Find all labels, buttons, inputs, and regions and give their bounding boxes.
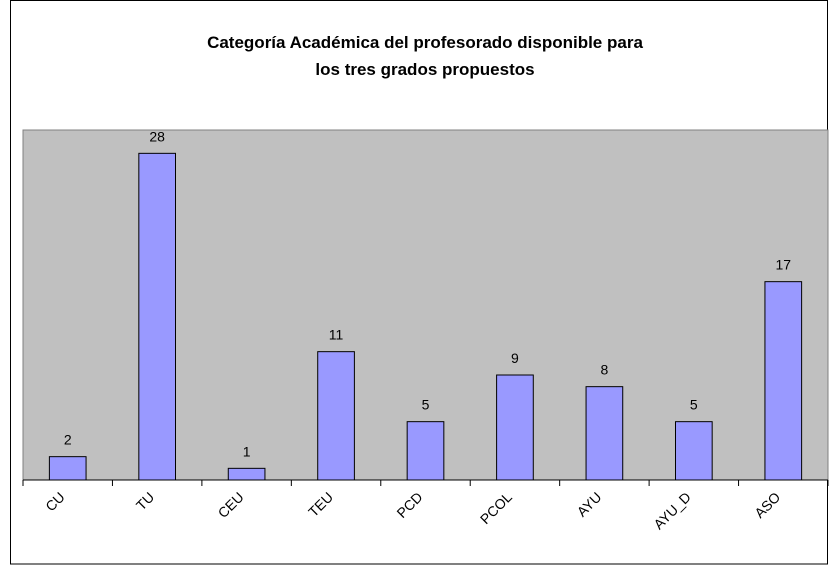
- bar: [227, 467, 266, 481]
- data-label: 5: [690, 397, 698, 413]
- data-label: 11: [329, 327, 344, 343]
- data-label: 8: [600, 362, 608, 378]
- bar: [674, 421, 713, 481]
- bar: [406, 421, 445, 481]
- bar: [496, 374, 534, 481]
- data-label: 9: [511, 350, 519, 366]
- data-label: 5: [422, 397, 430, 413]
- bar: [317, 351, 355, 481]
- data-label: 2: [64, 432, 72, 448]
- data-label: 1: [243, 443, 251, 459]
- bar: [48, 456, 87, 481]
- bar: [764, 281, 803, 481]
- chart-title: Categoría Académica del profesorado disp…: [207, 33, 643, 52]
- bar: [138, 152, 177, 481]
- chart-title: los tres grados propuestos: [315, 60, 534, 79]
- bar: [585, 386, 624, 481]
- data-label: 28: [149, 128, 165, 144]
- data-label: 17: [775, 257, 791, 273]
